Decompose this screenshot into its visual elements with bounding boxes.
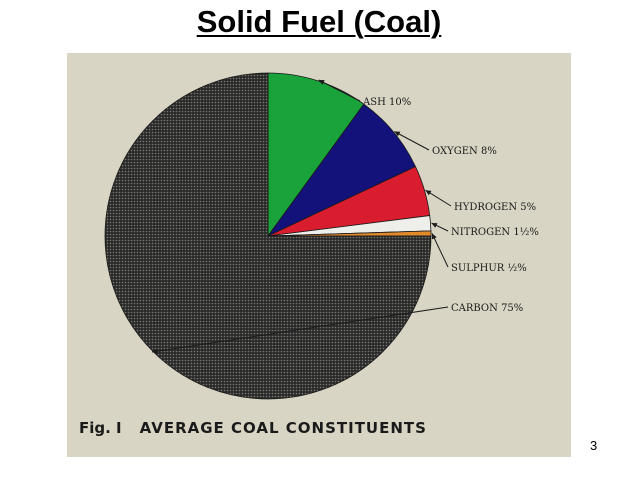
leader-arrowhead: [425, 190, 432, 196]
scanned-figure: ASH 10% OXYGEN 8% HYDROGEN 5% NITROGEN 1½% S…: [67, 53, 571, 457]
pie-slice-carbon: [104, 72, 432, 400]
pie-slice-ash: [267, 72, 365, 238]
slide-title: Solid Fuel (Coal): [196, 4, 442, 39]
slide-number: 3: [590, 438, 598, 453]
slice-label: SULPHUR ½%: [451, 263, 527, 274]
leader-arrowhead: [432, 233, 437, 240]
leader-arrowhead: [152, 348, 158, 354]
figure-caption: Fig. I AVERAGE COAL CONSTITUENTS: [79, 419, 427, 437]
leader-line: [431, 233, 449, 268]
slice-label: CARBON 75%: [451, 303, 523, 314]
leader-line: [318, 79, 361, 102]
leader-arrowhead: [394, 131, 401, 137]
leader-line: [394, 131, 430, 151]
figure-number: Fig. I: [79, 419, 122, 437]
slice-label: HYDROGEN 5%: [454, 202, 536, 213]
leader-arrowhead: [318, 80, 325, 85]
slice-label: OXYGEN 8%: [432, 146, 497, 157]
slice-label: NITROGEN 1½%: [451, 227, 539, 238]
leader-line: [151, 306, 449, 353]
figure-caption-text: AVERAGE COAL CONSTITUENTS: [139, 419, 427, 437]
pie-chart: ASH 10% OXYGEN 8% HYDROGEN 5% NITROGEN 1½% S…: [104, 72, 539, 400]
leader-arrowhead: [431, 223, 438, 228]
slice-label: ASH 10%: [362, 97, 411, 108]
